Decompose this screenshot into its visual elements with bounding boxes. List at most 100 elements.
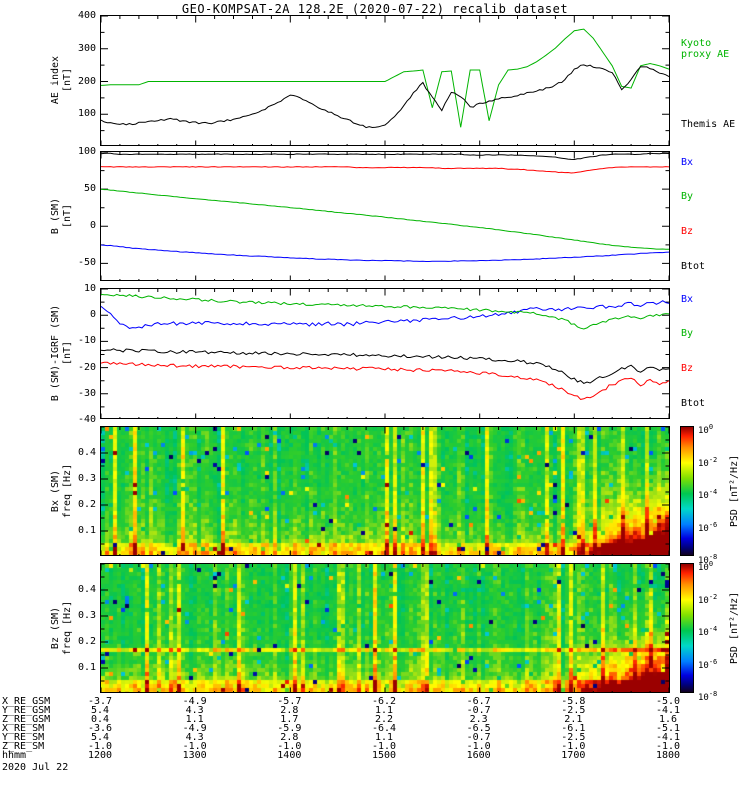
- footer-value: 1800: [655, 750, 681, 761]
- legend-b-sm-bx: Bx: [681, 157, 694, 168]
- footer-value: 5.4: [90, 732, 110, 743]
- series-btot: [101, 348, 669, 384]
- bx-spectrogram-plot-area: [101, 427, 669, 555]
- footer-value: -5.0: [655, 696, 681, 707]
- ytick-label-bx-spectrogram: 0.4: [77, 447, 96, 458]
- footer-value: 4.3: [185, 732, 204, 743]
- colorbar-tick-label: 10-8: [698, 553, 718, 566]
- footer-row-label-x_re_sm: X_RE_SM: [2, 723, 45, 734]
- ytick-label-b-sm: 100: [77, 146, 96, 157]
- ytick-label-bx-spectrogram: 0.1: [77, 525, 96, 536]
- legend-b-sm-bz: Bz: [681, 226, 694, 237]
- axis-ticks: [101, 564, 669, 692]
- footer-value: -2.5: [561, 732, 586, 743]
- bz-spectrogram-canvas: [101, 564, 669, 692]
- series-btot: [101, 152, 669, 161]
- series-bz: [101, 361, 669, 400]
- ytick-label-ae-index: 200: [77, 75, 96, 87]
- footer-value: 4.3: [185, 705, 204, 716]
- footer-value: -6.5: [466, 723, 491, 734]
- legend-kyoto-proxy-ae: Kyoto proxy AE: [681, 38, 730, 60]
- footer-value: -0.7: [466, 732, 491, 743]
- ytick-label-bx-spectrogram: 0.3: [77, 473, 96, 484]
- footer-value: -1.0: [371, 741, 397, 752]
- footer-value: -5.1: [655, 723, 681, 734]
- footer-value: 1.1: [374, 732, 394, 743]
- b-sm-plot-area: [101, 152, 669, 280]
- ytick-label-b-sm: -50: [77, 257, 96, 269]
- footer-value: -2.5: [561, 705, 586, 716]
- ytick-label-bz-spectrogram: 0.2: [77, 636, 96, 647]
- ytick-label-bz-spectrogram: 0.1: [77, 662, 96, 673]
- footer-value: -5.9: [277, 723, 302, 734]
- footer-row-label-y_re_sm: Y_RE_SM: [2, 732, 45, 743]
- ytick-label-bx-spectrogram: 0.2: [77, 499, 96, 510]
- axis-ticks: [101, 289, 669, 418]
- footer-row-label-y_re_gsm: Y_RE_GSM: [2, 705, 51, 716]
- ytick-label-ae-index: 400: [77, 10, 96, 21]
- colorbar-tick-label: 10-8: [698, 690, 718, 703]
- footer-value: 2.1: [564, 714, 583, 725]
- ytick-label-bz-spectrogram: 0.3: [77, 610, 96, 621]
- footer-value: 1.7: [280, 714, 299, 725]
- footer-value: -4.1: [655, 732, 681, 743]
- ae-index-plot-area: [101, 16, 669, 145]
- series-bx: [101, 244, 669, 262]
- footer-value: -1.0: [87, 741, 113, 752]
- footer-value: 0.4: [90, 714, 110, 725]
- legend-b-sm-by: By: [681, 191, 694, 202]
- colorbar-tick-label: 10-4: [698, 488, 718, 501]
- footer-value: 1300: [182, 750, 207, 761]
- ytick-label-ae-index: 300: [77, 42, 96, 54]
- footer-value: 1.1: [374, 705, 394, 716]
- footer-value: 1200: [87, 750, 113, 761]
- colorbar-bx-psd: [680, 426, 694, 556]
- series-themis-ae: [101, 64, 669, 129]
- footer-value: 1400: [277, 750, 302, 761]
- footer-value: -5.7: [277, 696, 302, 707]
- legend-igrf-bx: Bx: [681, 294, 694, 305]
- legend-themis-ae: Themis AE: [681, 119, 736, 130]
- footer-row-label-hhmm: hhmm: [2, 750, 27, 761]
- ytick-label-b-sm-igrf: -20: [77, 361, 96, 373]
- colorbar-tick-label: 10-6: [698, 657, 718, 671]
- footer-value: -4.1: [655, 705, 681, 716]
- bx-spectrogram-canvas: [101, 427, 669, 555]
- series-by: [101, 293, 669, 330]
- legend-igrf-bz: Bz: [681, 363, 694, 374]
- colorbar-tick-label: 10-2: [698, 592, 718, 606]
- footer-value: -3.6: [87, 723, 113, 734]
- footer-row-label-x_re_gsm: X_RE_GSM: [2, 696, 51, 707]
- colorbar-tick-label: 10-6: [698, 520, 718, 534]
- footer-value: -4.9: [182, 696, 207, 707]
- panel-ae-index: [100, 15, 670, 146]
- footer-value: -1.0: [182, 741, 207, 752]
- b-sm-igrf-plot-area: [101, 289, 669, 418]
- footer-value: -0.7: [466, 705, 491, 716]
- panel-bz-spectrogram: [100, 563, 670, 693]
- legend-b-sm-btot: Btot: [681, 261, 706, 272]
- axis-ticks: [101, 427, 669, 555]
- ytick-label-b-sm-igrf: -40: [77, 414, 96, 425]
- ytick-label-bz-spectrogram: 0.4: [77, 584, 96, 595]
- ytick-label-b-sm: 0: [89, 220, 96, 232]
- footer-value: -6.7: [466, 696, 491, 707]
- footer-value: 1500: [371, 750, 397, 761]
- panel-bx-spectrogram: [100, 426, 670, 556]
- legend-igrf-btot: Btot: [681, 398, 706, 409]
- ytick-label-ae-index: 100: [77, 108, 96, 120]
- footer-value: 1.6: [658, 714, 678, 725]
- ytick-label-b-sm-igrf: 0: [89, 309, 96, 321]
- colorbar-bz-psd: [680, 563, 694, 693]
- footer-value: -1.0: [277, 741, 302, 752]
- footer-value: 2.3: [469, 714, 488, 725]
- footer-value: 1700: [561, 750, 586, 761]
- footer-value: 2.2: [374, 714, 394, 725]
- footer-value: -4.9: [182, 723, 207, 734]
- footer-value: -3.7: [87, 696, 113, 707]
- footer-value: -1.0: [466, 741, 491, 752]
- colorbar-tick-label: 100: [698, 560, 714, 573]
- footer-value: 2.8: [280, 705, 299, 716]
- footer-value: -6.2: [371, 696, 397, 707]
